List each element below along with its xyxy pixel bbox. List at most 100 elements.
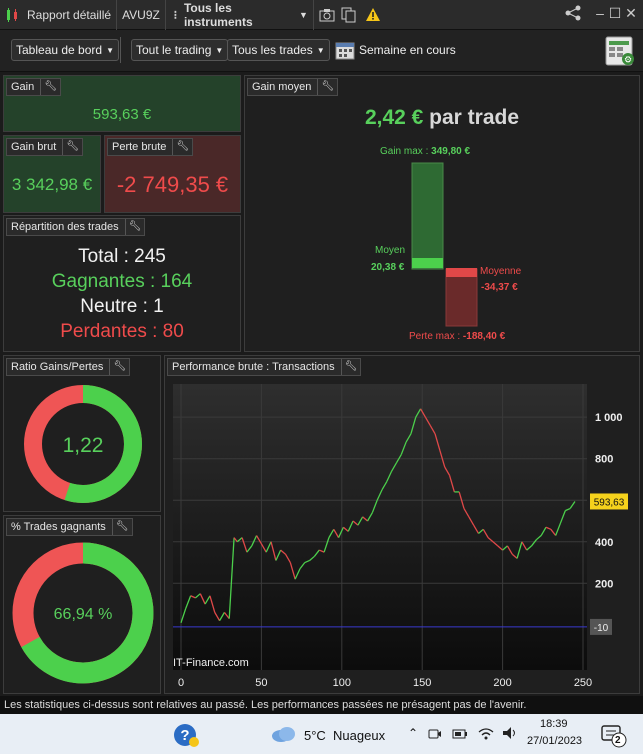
performance-segment	[405, 433, 412, 443]
toolbar: Tableau de bord ▼ Tout le trading ▼ Tous l…	[0, 30, 643, 72]
weather-cloud-icon[interactable]	[270, 725, 298, 746]
wrench-icon[interactable]: 🔧︎	[109, 359, 126, 375]
maximize-button[interactable]: ☐	[608, 5, 622, 21]
panel-title: % Trades gagnants	[11, 521, 106, 533]
performance-segment	[569, 501, 576, 509]
battery-icon[interactable]	[452, 727, 468, 744]
perte-brute-panel: Perte brute 🔧︎ -2 749,35 €	[104, 135, 241, 213]
winpct-donut-win	[12, 542, 154, 684]
meet-now-icon[interactable]	[428, 727, 442, 744]
performance-segment	[313, 549, 320, 557]
period-label[interactable]: Semaine en cours	[359, 43, 456, 57]
x-tick-label: 100	[333, 677, 351, 689]
wrench-icon[interactable]: 🔧︎	[111, 519, 129, 535]
performance-segment	[209, 595, 216, 613]
chevron-down-icon: ▼	[215, 46, 224, 55]
volume-icon[interactable]	[502, 726, 518, 743]
warning-icon[interactable]	[365, 7, 381, 23]
last-value-tag	[590, 493, 628, 510]
trading-dropdown[interactable]: Tout le trading ▼	[131, 39, 229, 61]
performance-segment	[304, 559, 310, 564]
performance-segment	[565, 507, 571, 512]
account-label[interactable]: AVU9Z	[117, 0, 166, 30]
panel-title: Gain	[11, 81, 35, 93]
perte-brute-value: -2 749,35 €	[116, 172, 229, 197]
wrench-icon[interactable]: 🔧︎	[172, 139, 189, 155]
help-icon[interactable]: ?	[173, 723, 199, 750]
performance-segment	[511, 553, 518, 559]
link-icon: ⁝	[173, 7, 178, 22]
trades-dropdown[interactable]: Tous les trades ▼	[227, 39, 330, 61]
share-icon[interactable]	[565, 5, 581, 21]
average-gain-headline: 2,42 € par trade	[245, 106, 639, 130]
performance-segment	[251, 535, 258, 547]
wrench-icon[interactable]: 🔧︎	[317, 79, 334, 95]
wrench-icon[interactable]: 🔧︎	[40, 79, 57, 95]
performance-segment	[328, 528, 335, 538]
performance-segment	[478, 528, 484, 534]
dashboard-label: Tableau de bord	[16, 43, 103, 57]
performance-segment	[219, 612, 225, 622]
minimize-button[interactable]: –	[596, 5, 604, 21]
title-bar: Rapport détaillé AVU9Z ⁝ Tous les instru…	[0, 0, 643, 30]
calendar-icon[interactable]	[335, 40, 355, 65]
trades-label: Tous les trades	[232, 43, 313, 57]
x-tick-label: 0	[178, 677, 184, 689]
performance-segment	[526, 545, 532, 551]
perte-average-bar	[446, 268, 477, 277]
disclaimer: Les statistiques ci-dessus sont relative…	[0, 696, 643, 714]
wrench-icon[interactable]: 🔧︎	[124, 219, 141, 235]
average-gain-suffix: par trade	[429, 106, 520, 129]
perte-brute-tab[interactable]: Perte brute 🔧︎	[107, 138, 194, 156]
screenshot-icon[interactable]	[319, 7, 335, 23]
performance-segment	[223, 611, 230, 620]
clock-time[interactable]: 18:39	[540, 718, 568, 730]
performance-segment	[395, 454, 402, 464]
baseline-tag	[590, 618, 612, 635]
copy-icon[interactable]	[341, 7, 357, 23]
chevron-down-icon: ▼	[106, 46, 114, 55]
last-value-label: 593,63	[594, 497, 625, 508]
spreadsheet-export-icon[interactable]: ⚙	[604, 35, 636, 72]
performance-segment	[228, 537, 235, 619]
grid-lines	[173, 384, 587, 670]
weather-label[interactable]: 5°C Nuageux	[304, 728, 386, 743]
candlestick-menu[interactable]: Rapport détaillé	[0, 0, 118, 30]
performance-segment	[342, 526, 349, 532]
performance-segment	[463, 508, 470, 518]
wrench-icon[interactable]: 🔧︎	[62, 139, 79, 155]
performance-segment	[241, 537, 248, 553]
clock-date[interactable]: 27/01/2023	[527, 735, 583, 747]
performance-segment	[289, 562, 296, 580]
gain-panel-tab[interactable]: Gain 🔧︎	[6, 78, 61, 96]
performance-segment	[540, 526, 547, 536]
taskbar: ? 5°C Nuageux ⌃ 18:39 27/01/2023 2	[0, 714, 643, 754]
performance-tab[interactable]: Performance brute : Transactions 🔧︎	[167, 358, 362, 376]
wifi-icon[interactable]	[478, 726, 494, 743]
performance-segment	[555, 522, 562, 536]
performance-segment	[502, 545, 508, 551]
wrench-icon[interactable]: 🔧︎	[340, 359, 357, 375]
winpct-tab[interactable]: % Trades gagnants 🔧︎	[6, 518, 133, 536]
gain-brut-panel: Gain brut 🔧︎ 3 342,98 €	[3, 135, 101, 213]
performance-segment	[319, 549, 325, 553]
gain-brut-tab[interactable]: Gain brut 🔧︎	[6, 138, 83, 156]
chevron-up-icon[interactable]: ⌃	[408, 726, 419, 740]
gain-moyen-tab[interactable]: Gain moyen 🔧︎	[247, 78, 339, 96]
repartition-tab[interactable]: Répartition des trades 🔧︎	[6, 218, 146, 236]
performance-segment	[545, 526, 552, 530]
dashboard-dropdown[interactable]: Tableau de bord ▼	[11, 39, 119, 61]
close-button[interactable]: ✕	[625, 5, 637, 21]
moyenne-value: -34,37 €	[481, 282, 518, 293]
notification-count: 2	[615, 735, 621, 746]
performance-segment	[420, 408, 426, 418]
notifications-icon[interactable]	[601, 724, 627, 751]
watermark: IT-Finance.com	[173, 657, 249, 669]
ratio-tab[interactable]: Ratio Gains/Pertes 🔧︎	[6, 358, 131, 376]
instrument-selector[interactable]: ⁝ Tous les instruments ▼	[166, 0, 314, 30]
performance-segment	[280, 549, 286, 555]
performance-segment	[521, 541, 528, 551]
axis-labels: 0501001502002502004006008001 000-10593,6…	[178, 412, 628, 689]
performance-segment	[492, 541, 499, 547]
